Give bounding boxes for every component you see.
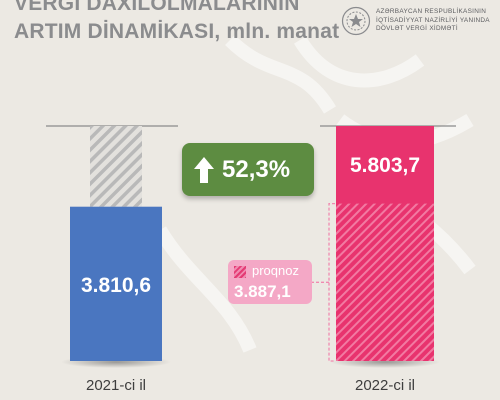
organization-logo: AZƏRBAYCAN RESPUBLİKASININ İQTİSADİYYAT … [341,6,497,40]
arrow-up-icon [194,157,214,183]
chart-title-line1: VERGİ DAXİLOLMALARININ [14,0,300,15]
growth-gap-hatch [90,126,142,207]
chart-title-line2: ARTIM DİNAMİKASI, mln. manat [14,20,340,43]
state-tax-service-emblem-icon [341,6,371,36]
forecast-value: 3.887,1 [234,282,291,301]
category-label-2021: 2021-ci il [86,377,146,394]
organization-name-line1: AZƏRBAYCAN RESPUBLİKASININ [376,8,487,15]
forecast-label: proqnoz [252,263,299,278]
chart-title: VERGİ DAXİLOLMALARININ ARTIM DİNAMİKASI,… [14,0,339,46]
value-label-2022: 5.803,7 [350,154,420,177]
organization-name-line2: İQTİSADİYYAT NAZİRLİYİ YANINDA [376,16,490,24]
growth-percent: 52,3% [222,156,291,183]
forecast-badge: proqnoz 3.887,1 [228,260,312,304]
forecast-hatch-segment [336,203,434,361]
bar-2021 [70,206,162,361]
forecast-swatch [234,266,246,278]
category-label-2022: 2022-ci il [355,377,415,394]
value-label-2021: 3.810,6 [81,274,151,297]
organization-name-line3: DÖVLƏT VERGİ XİDMƏTİ [376,25,458,33]
organization-name: AZƏRBAYCAN RESPUBLİKASININ İQTİSADİYYAT … [376,8,490,34]
growth-badge: 52,3% [182,143,314,196]
forecast-bracket [312,202,335,362]
